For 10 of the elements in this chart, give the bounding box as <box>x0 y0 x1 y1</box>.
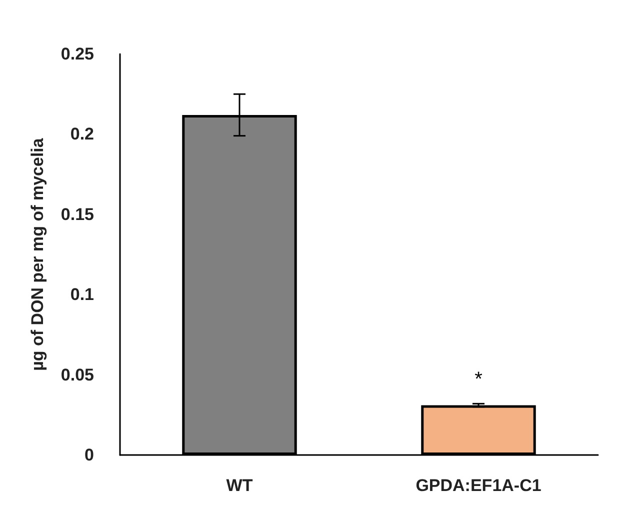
y-tick-label: 0.15 <box>60 204 94 224</box>
y-tick-label: 0.25 <box>60 44 94 64</box>
x-tick-label: WT <box>226 476 254 495</box>
y-tick-label: 0.1 <box>70 285 94 304</box>
x-tick-label: GPDA:EF1A-C1 <box>416 476 542 495</box>
y-tick-label: 0 <box>84 446 94 464</box>
annotation: * <box>474 368 483 391</box>
y-tick-label: 0.05 <box>60 365 94 384</box>
y-tick-label: 0.2 <box>70 124 94 144</box>
y-axis-title: µg of DON per mg of mycelia <box>28 138 47 371</box>
